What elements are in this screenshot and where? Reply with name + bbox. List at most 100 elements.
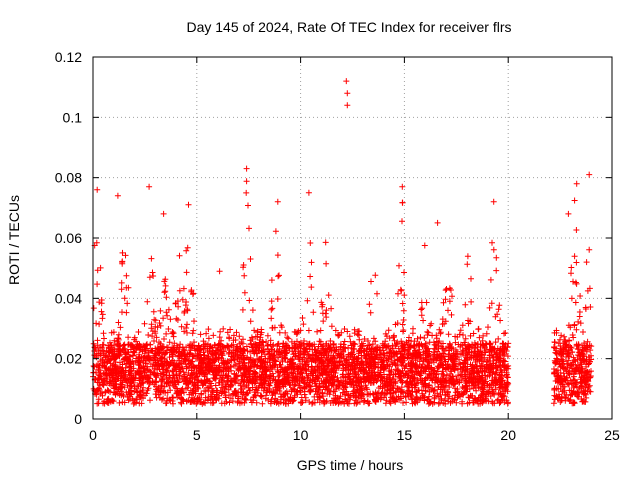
x-tick-label: 20: [500, 427, 516, 443]
data-point: [383, 397, 390, 404]
data-point: [125, 284, 132, 291]
data-point: [271, 389, 278, 396]
data-point: [204, 341, 211, 348]
data-point: [464, 363, 471, 370]
data-point: [262, 395, 269, 402]
data-point: [302, 349, 309, 356]
data-point: [440, 340, 446, 347]
data-point: [106, 349, 113, 356]
data-point: [206, 378, 213, 384]
data-point: [470, 399, 477, 406]
data-point: [425, 384, 431, 391]
data-point: [190, 352, 197, 359]
data-point: [98, 376, 105, 383]
data-point: [247, 256, 254, 262]
data-point: [575, 346, 582, 353]
data-point: [317, 327, 324, 334]
data-point: [469, 343, 476, 349]
data-point: [467, 332, 474, 339]
data-point: [275, 273, 282, 280]
data-point: [94, 281, 101, 288]
data-point: [233, 329, 240, 336]
data-point: [145, 356, 152, 362]
data-point: [462, 360, 469, 366]
data-point: [261, 351, 268, 358]
data-point: [462, 335, 469, 342]
data-point: [298, 376, 305, 383]
data-point: [418, 370, 425, 377]
data-point: [552, 349, 559, 356]
data-point: [118, 279, 125, 286]
data-point: [164, 312, 171, 319]
data-point: [142, 358, 149, 364]
data-point: [256, 337, 263, 343]
data-point: [569, 349, 576, 355]
data-point: [93, 369, 99, 376]
data-point: [440, 346, 447, 352]
data-point: [334, 378, 341, 385]
data-point: [169, 374, 176, 381]
data-point: [294, 329, 301, 336]
data-point: [448, 368, 455, 375]
data-point: [319, 303, 326, 310]
data-point: [112, 378, 119, 385]
data-point: [372, 389, 379, 396]
data-point: [246, 373, 253, 380]
data-point: [561, 365, 568, 372]
data-point: [587, 347, 594, 354]
data-point: [572, 299, 579, 306]
data-point: [486, 352, 493, 359]
data-point: [455, 366, 461, 373]
data-point: [397, 286, 404, 293]
data-point: [313, 382, 320, 389]
data-point: [243, 343, 250, 350]
data-point: [434, 219, 441, 226]
data-point: [578, 396, 585, 402]
data-point: [553, 327, 560, 334]
data-point: [486, 340, 493, 347]
data-point: [149, 378, 156, 385]
data-point: [274, 368, 281, 375]
data-point: [224, 379, 231, 385]
data-point: [587, 374, 594, 381]
data-point: [386, 368, 392, 374]
data-point: [119, 309, 125, 316]
data-point: [306, 399, 313, 405]
data-point: [158, 370, 164, 377]
data-point: [303, 366, 310, 373]
data-point: [267, 337, 274, 344]
data-point: [378, 374, 385, 381]
data-point: [340, 377, 347, 384]
data-point: [344, 328, 351, 335]
data-point: [361, 397, 368, 404]
data-point: [562, 377, 569, 384]
data-point: [210, 387, 217, 394]
data-point: [495, 306, 502, 313]
data-point: [116, 399, 123, 406]
data-point: [235, 395, 242, 402]
data-point: [583, 375, 590, 382]
data-point: [245, 374, 252, 381]
data-point: [124, 300, 131, 307]
data-point: [183, 380, 190, 387]
data-point: [381, 352, 388, 359]
data-point: [146, 274, 153, 281]
data-point: [336, 346, 342, 353]
data-point: [104, 380, 110, 387]
data-point: [284, 371, 291, 378]
data-point: [138, 400, 145, 407]
data-point: [572, 358, 579, 365]
data-point: [567, 363, 574, 369]
data-point: [445, 307, 451, 314]
data-point: [568, 361, 575, 368]
data-point: [584, 338, 591, 345]
data-point: [329, 374, 336, 381]
data-point: [149, 269, 156, 276]
data-point: [150, 273, 157, 279]
data-point: [448, 376, 455, 383]
data-point: [159, 366, 166, 373]
data-point: [270, 341, 277, 348]
data-point: [265, 346, 271, 353]
data-point: [401, 347, 408, 354]
data-point: [350, 356, 357, 363]
